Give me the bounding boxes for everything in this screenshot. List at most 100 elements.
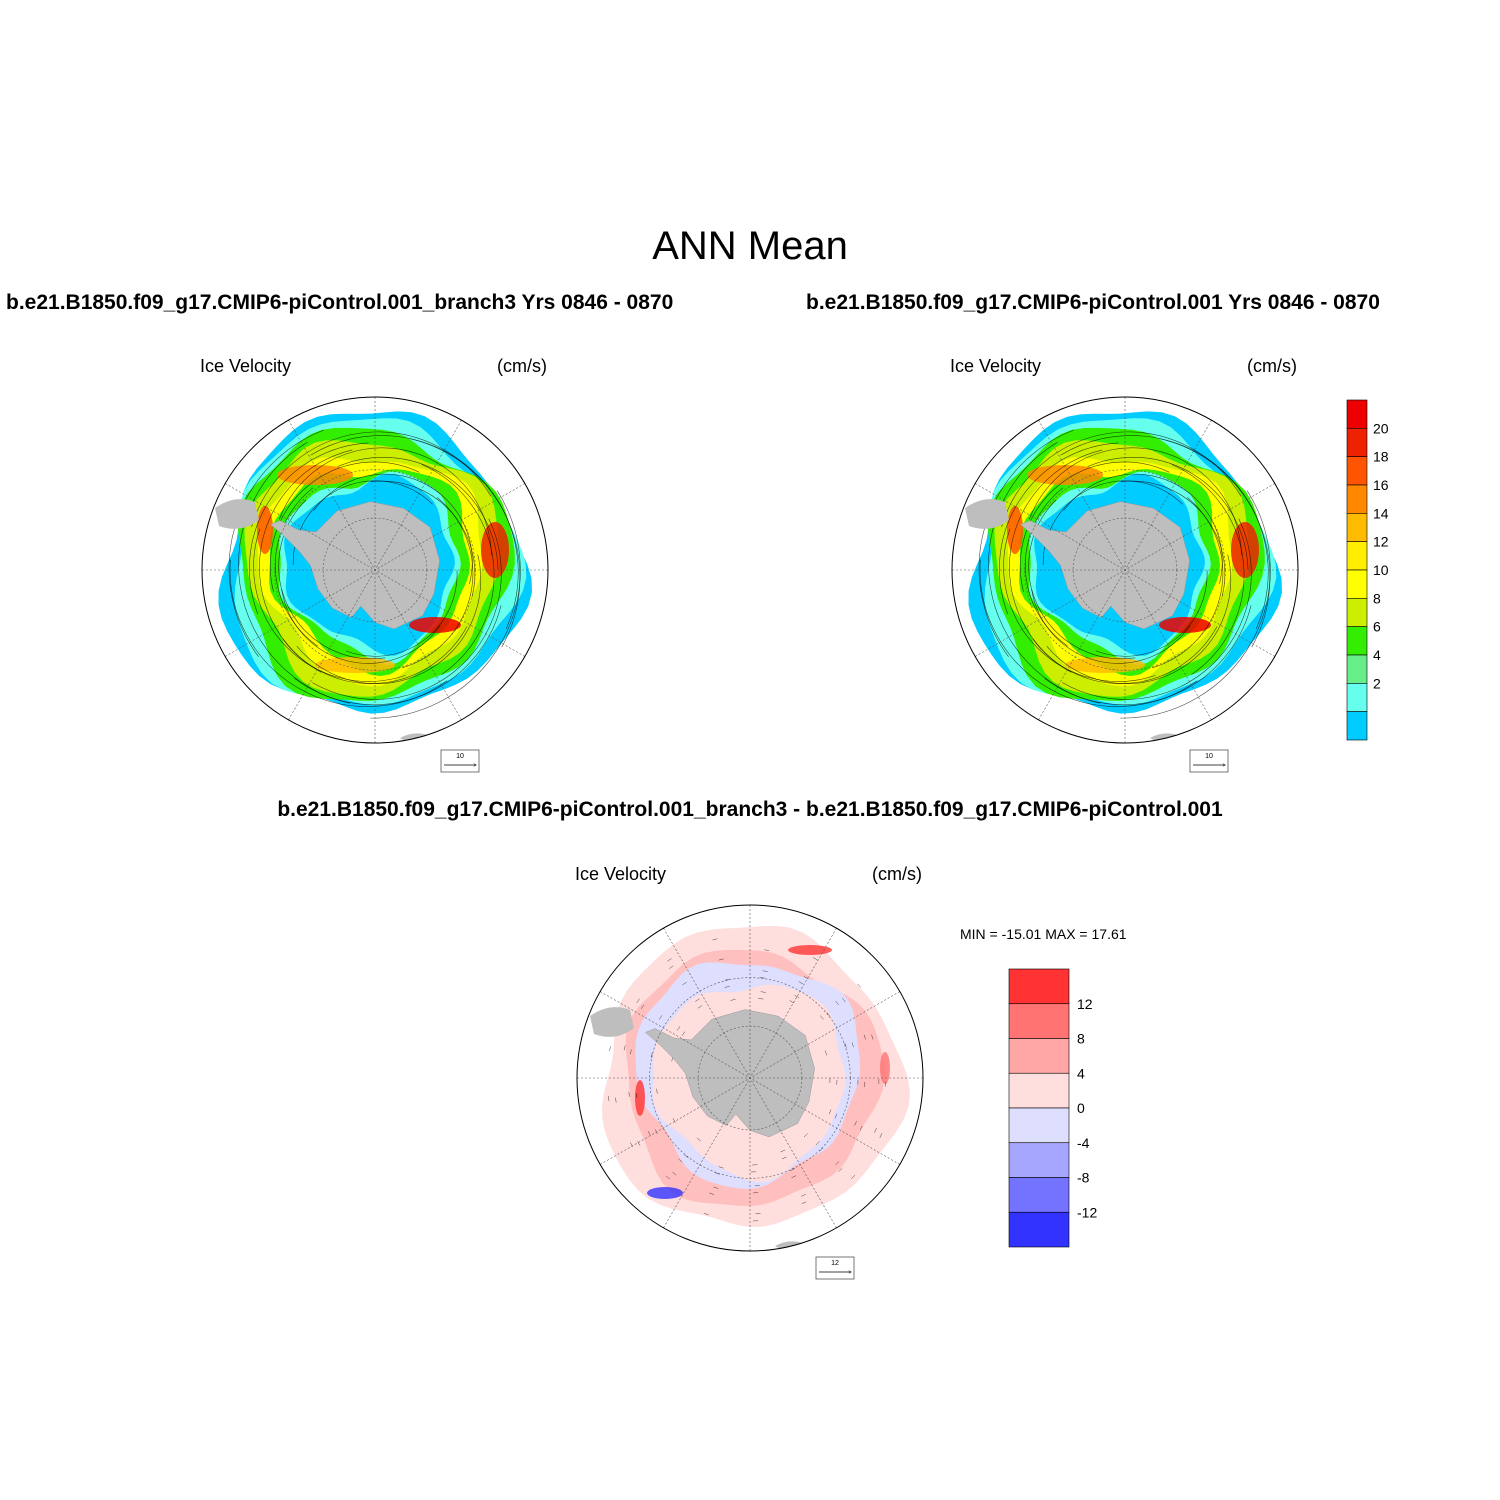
main-title: ANN Mean bbox=[652, 224, 848, 268]
velocity-arrow bbox=[871, 1034, 874, 1040]
ref-vector-box bbox=[815, 1256, 855, 1280]
high-speed-patch bbox=[1065, 657, 1145, 673]
south-america-land bbox=[965, 499, 1009, 529]
velocity-arrow bbox=[863, 1034, 866, 1040]
colorbar-main-label: 18 bbox=[1373, 449, 1389, 465]
meridian-line bbox=[975, 483, 1275, 657]
velocity-arrow bbox=[672, 1171, 677, 1176]
diff-extreme-patch bbox=[647, 1187, 683, 1199]
velocity-arrow bbox=[791, 1175, 797, 1178]
velocity-arrow bbox=[636, 998, 640, 1003]
streamline bbox=[1062, 518, 1252, 700]
velocity-arrow bbox=[790, 1168, 796, 1171]
diff-extreme-patch bbox=[880, 1052, 890, 1084]
streamline bbox=[1031, 589, 1191, 664]
velocity-arrow bbox=[812, 957, 818, 961]
streamline bbox=[979, 559, 1198, 707]
left-label-branch3: Ice Velocity bbox=[200, 356, 292, 376]
colorbar-main-label: 8 bbox=[1373, 590, 1381, 606]
velocity-arrow bbox=[696, 1137, 701, 1142]
velocity-arrow bbox=[824, 1050, 827, 1056]
ref-vector-label: 10 bbox=[1205, 753, 1213, 760]
velocity-arrow bbox=[835, 1161, 840, 1166]
velocity-arrow bbox=[874, 1127, 877, 1133]
colorbar-diff-label: 12 bbox=[1077, 996, 1093, 1012]
reference-vectors: 10 10 12 bbox=[440, 749, 1229, 1280]
velocity-arrow bbox=[758, 998, 764, 1000]
velocity-arrow bbox=[647, 1131, 651, 1136]
velocity-arrow bbox=[801, 1201, 807, 1204]
velocity-arrow bbox=[623, 1045, 626, 1051]
units-label-control: (cm/s) bbox=[1247, 356, 1297, 376]
streamline bbox=[253, 528, 406, 682]
streamline bbox=[1009, 449, 1103, 673]
colorbar-main-label: 10 bbox=[1373, 562, 1389, 578]
map-contents bbox=[952, 397, 1298, 743]
streamline bbox=[999, 442, 1119, 615]
velocity-arrow bbox=[764, 949, 770, 951]
colorbar-main-label: 4 bbox=[1373, 647, 1381, 663]
velocity-arrow bbox=[667, 958, 672, 962]
colorbar-main-label: 16 bbox=[1373, 477, 1389, 493]
colorbar-diff-label: 0 bbox=[1077, 1100, 1085, 1116]
antarctica-land bbox=[270, 501, 440, 630]
velocity-arrow bbox=[803, 1133, 808, 1138]
streamline bbox=[238, 441, 351, 704]
streamline bbox=[421, 464, 495, 675]
colorbar-diff-label: 8 bbox=[1077, 1031, 1085, 1047]
velocity-arrow bbox=[794, 995, 800, 999]
velocity-arrow bbox=[709, 1192, 715, 1195]
colorbar-diff-color-box bbox=[1008, 1038, 1070, 1074]
colorbar-main-color-box bbox=[1346, 399, 1368, 429]
colorbar-diff-color-box bbox=[1008, 1142, 1070, 1178]
velocity-arrow bbox=[682, 981, 687, 986]
streamline bbox=[310, 435, 519, 629]
colorbar-diff-color-box bbox=[1008, 1177, 1070, 1213]
velocity-arrow bbox=[780, 1149, 786, 1153]
velocity-arrow bbox=[714, 1172, 720, 1175]
colorbar-main: 20 18 16 14 12 10 8 6 4 2 bbox=[1346, 399, 1389, 741]
velocity-arrow bbox=[730, 999, 736, 1001]
meridian-line bbox=[225, 483, 525, 657]
streamline bbox=[275, 487, 318, 647]
velocity-arrow bbox=[857, 983, 861, 988]
velocity-arrow bbox=[718, 958, 724, 961]
high-speed-patch bbox=[409, 617, 461, 633]
streamline bbox=[279, 447, 492, 556]
colorbar-diff-label: 4 bbox=[1077, 1065, 1085, 1081]
units-label-difference: (cm/s) bbox=[872, 864, 922, 884]
velocity-arrow bbox=[826, 1012, 831, 1017]
streamline bbox=[1019, 461, 1170, 592]
velocity-arrow bbox=[859, 1125, 863, 1131]
streamline bbox=[296, 554, 482, 685]
velocity-arrow bbox=[681, 1031, 686, 1036]
velocity-arrow bbox=[803, 976, 809, 980]
streamline bbox=[1152, 497, 1224, 669]
polar-map-control bbox=[951, 396, 1299, 744]
velocity-arrow bbox=[637, 1141, 641, 1146]
velocity-arrow bbox=[724, 978, 730, 981]
panel-title-difference: b.e21.B1850.f09_g17.CMIP6-piControl.001_… bbox=[277, 798, 1223, 821]
velocity-arrow bbox=[656, 1088, 658, 1094]
velocity-arrow bbox=[713, 1186, 719, 1189]
velocity-arrow bbox=[851, 1042, 854, 1048]
high-speed-patch bbox=[1027, 465, 1103, 485]
colorbar-main-color-box bbox=[1346, 513, 1368, 542]
ref-vector-label: 10 bbox=[456, 753, 464, 760]
streamline bbox=[402, 497, 474, 669]
map-frame bbox=[576, 904, 924, 1252]
velocity-arrow bbox=[678, 1158, 683, 1163]
velocity-arrow bbox=[851, 1174, 856, 1179]
left-label-control: Ice Velocity bbox=[950, 356, 1042, 376]
streamline bbox=[1087, 457, 1249, 570]
velocity-arrow bbox=[801, 1194, 806, 1197]
antarctica-land bbox=[645, 1009, 815, 1138]
streamline bbox=[408, 438, 521, 648]
velocity-arrow bbox=[815, 1141, 820, 1146]
velocity-arrow bbox=[789, 1000, 795, 1004]
colorbar-main-color-box bbox=[1346, 569, 1368, 599]
velocity-arrow bbox=[669, 965, 674, 969]
velocity-arrow bbox=[718, 1166, 724, 1169]
velocity-arrow bbox=[628, 1091, 630, 1097]
